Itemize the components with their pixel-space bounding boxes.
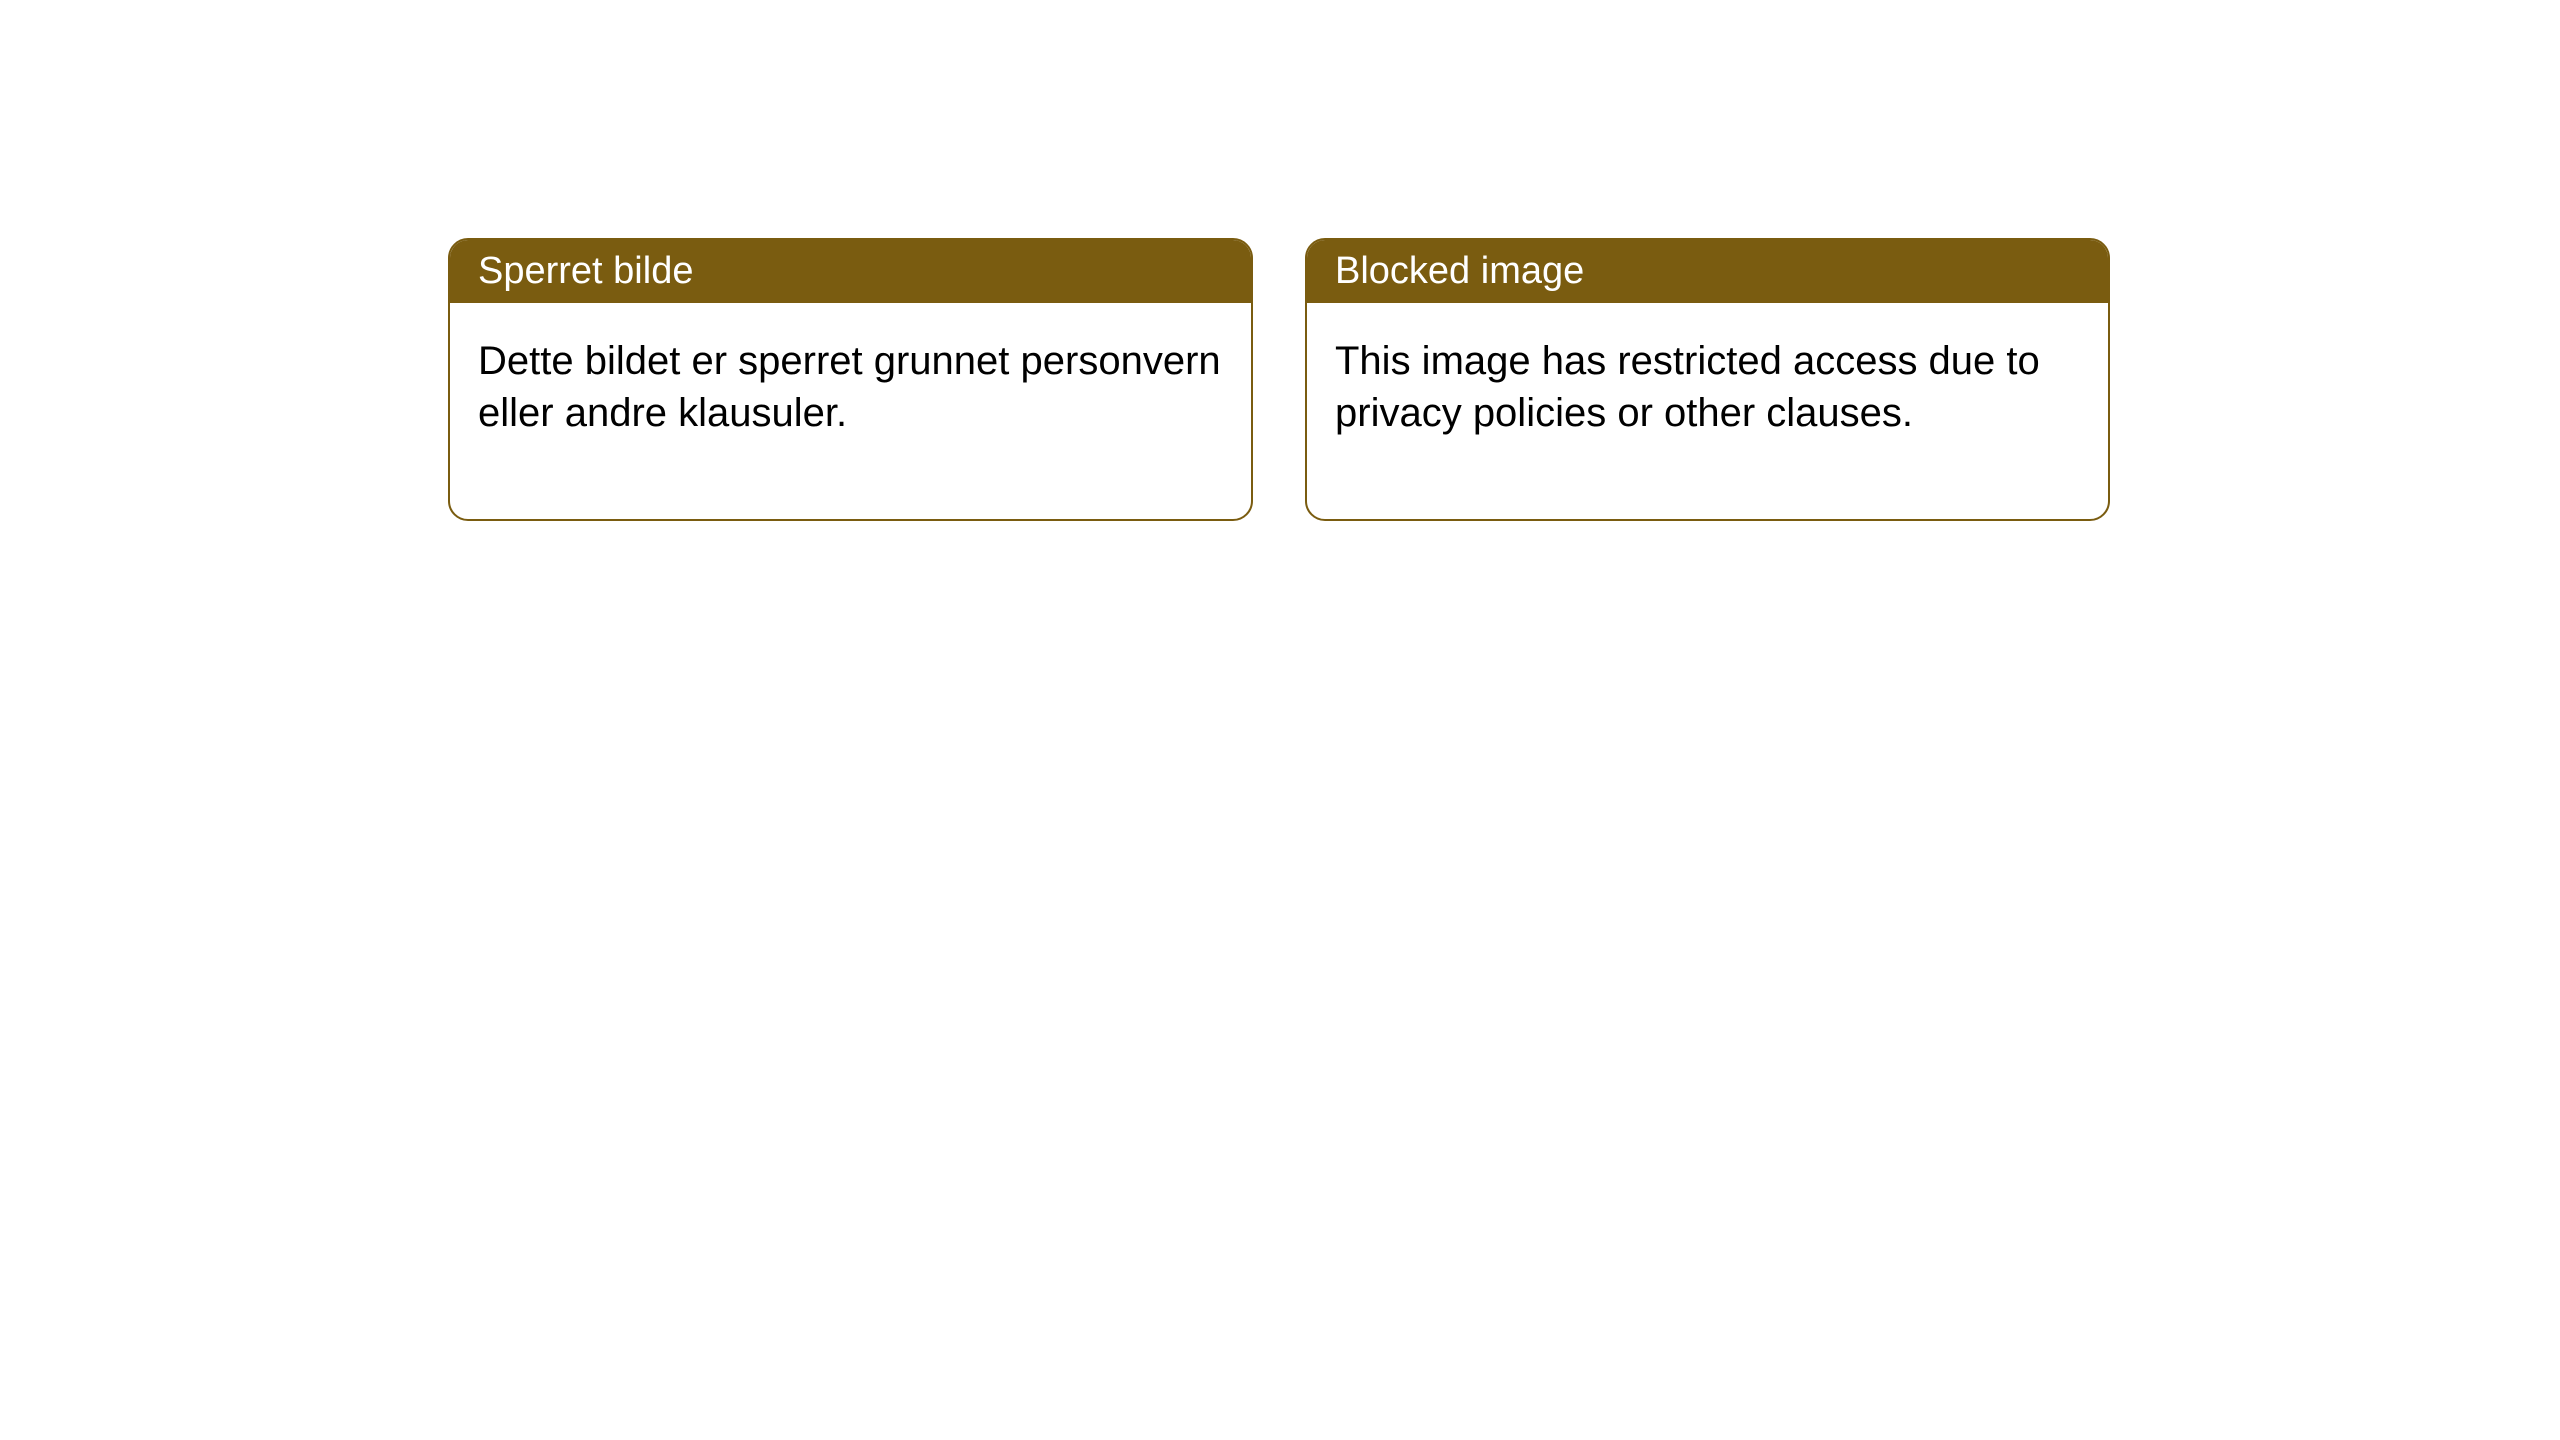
notice-body: This image has restricted access due to … (1307, 303, 2108, 519)
notice-header-text: Sperret bilde (478, 250, 693, 292)
notice-header: Blocked image (1307, 240, 2108, 303)
notice-body: Dette bildet er sperret grunnet personve… (450, 303, 1251, 519)
notice-header: Sperret bilde (450, 240, 1251, 303)
notice-header-text: Blocked image (1335, 250, 1584, 292)
notice-card-norwegian: Sperret bilde Dette bildet er sperret gr… (448, 238, 1253, 521)
notice-body-text: This image has restricted access due to … (1335, 339, 2040, 435)
notice-card-english: Blocked image This image has restricted … (1305, 238, 2110, 521)
notice-container: Sperret bilde Dette bildet er sperret gr… (448, 238, 2110, 521)
notice-body-text: Dette bildet er sperret grunnet personve… (478, 339, 1221, 435)
